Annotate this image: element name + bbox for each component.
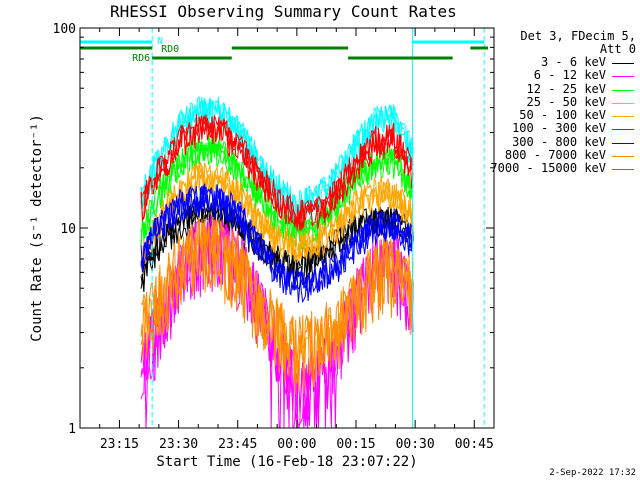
rd6-label: RD6 [132, 53, 150, 64]
series-line [140, 187, 414, 297]
legend-item: 12 - 25 keV [486, 81, 636, 96]
x-tick-label: 00:30 [396, 437, 435, 452]
legend-header-line-1: Det 3, FDecim 5, [520, 29, 636, 43]
legend-item-label: 12 - 25 keV [526, 81, 606, 96]
legend-item: 50 - 100 keV [486, 108, 636, 123]
legend-rows: 3 - 6 keV 6 - 12 keV 12 - 25 keV 25 - 50 ke… [486, 55, 636, 176]
y-axis-label: Count Rate (s⁻¹ detector⁻¹) [29, 114, 45, 342]
legend-item: 6 - 12 keV [486, 68, 636, 83]
series-line-band [140, 218, 414, 387]
legend: Det 3, FDecim 5, Att 0 3 - 6 keV 6 - 12 k… [486, 30, 636, 176]
night-label: N [157, 36, 163, 47]
legend-item: 800 - 7000 keV [486, 148, 636, 163]
x-tick-label: 23:15 [100, 437, 139, 452]
series-line-band [140, 116, 414, 232]
legend-item-label: 6 - 12 keV [533, 68, 606, 83]
legend-item-label: 300 - 800 keV [512, 134, 606, 149]
x-axis-label: Start Time (16-Feb-18 23:07:22) [156, 454, 417, 470]
legend-item-label: 25 - 50 keV [526, 94, 606, 109]
legend-item-label: 3 - 6 keV [540, 55, 606, 69]
plot-data-layer [140, 95, 414, 429]
legend-item-swatch [612, 63, 634, 64]
series-line [140, 216, 414, 395]
series-100-300-kev [140, 114, 414, 232]
legend-item-swatch [612, 156, 634, 158]
legend-item-swatch [612, 89, 634, 91]
y-tick-label: 100 [53, 22, 76, 37]
x-tick-label: 23:45 [218, 437, 257, 452]
legend-item-swatch [612, 142, 634, 144]
legend-header-line-2: Att 0 [599, 42, 636, 56]
legend-item: 25 - 50 keV [486, 94, 636, 109]
axes-layer: 23:15 23:30 23:45 00:00 00:15 00:30 00:45 1 10 10… [29, 22, 495, 470]
x-tick-label: 00:00 [277, 437, 316, 452]
x-tick-label: 00:45 [455, 437, 494, 452]
footer-timestamp: 2-Sep-2022 17:32 [549, 468, 636, 478]
legend-item-swatch [612, 76, 634, 78]
series-line-band [140, 162, 414, 265]
legend-item-swatch [612, 129, 634, 131]
legend-item-label: 800 - 7000 keV [504, 148, 606, 163]
chart-title: RHESSI Observing Summary Count Rates [110, 2, 457, 21]
rd0-label: RD0 [161, 44, 179, 55]
series-300-800-kev [140, 183, 414, 304]
legend-item-swatch [612, 116, 634, 118]
x-tick-label: 23:30 [159, 437, 198, 452]
series-line-band [140, 97, 414, 220]
y-tick-label: 10 [60, 222, 76, 237]
legend-item: 100 - 300 keV [486, 122, 636, 135]
y-tick-label: 1 [68, 422, 76, 437]
legend-item: 300 - 800 keV [486, 134, 636, 149]
legend-item-swatch [612, 102, 634, 104]
legend-item-swatch [612, 169, 634, 171]
series-line-band [140, 135, 414, 249]
series-line-band [140, 184, 414, 303]
legend-item: 7000 - 15000 keV [486, 162, 636, 175]
legend-item-label: 7000 - 15000 keV [490, 161, 606, 176]
legend-item: 3 - 6 keV [486, 55, 636, 69]
legend-item-label: 100 - 300 keV [512, 121, 606, 136]
series-800-7000-kev [140, 216, 414, 395]
x-tick-label: 00:15 [336, 437, 375, 452]
legend-item-label: 50 - 100 keV [519, 108, 606, 123]
